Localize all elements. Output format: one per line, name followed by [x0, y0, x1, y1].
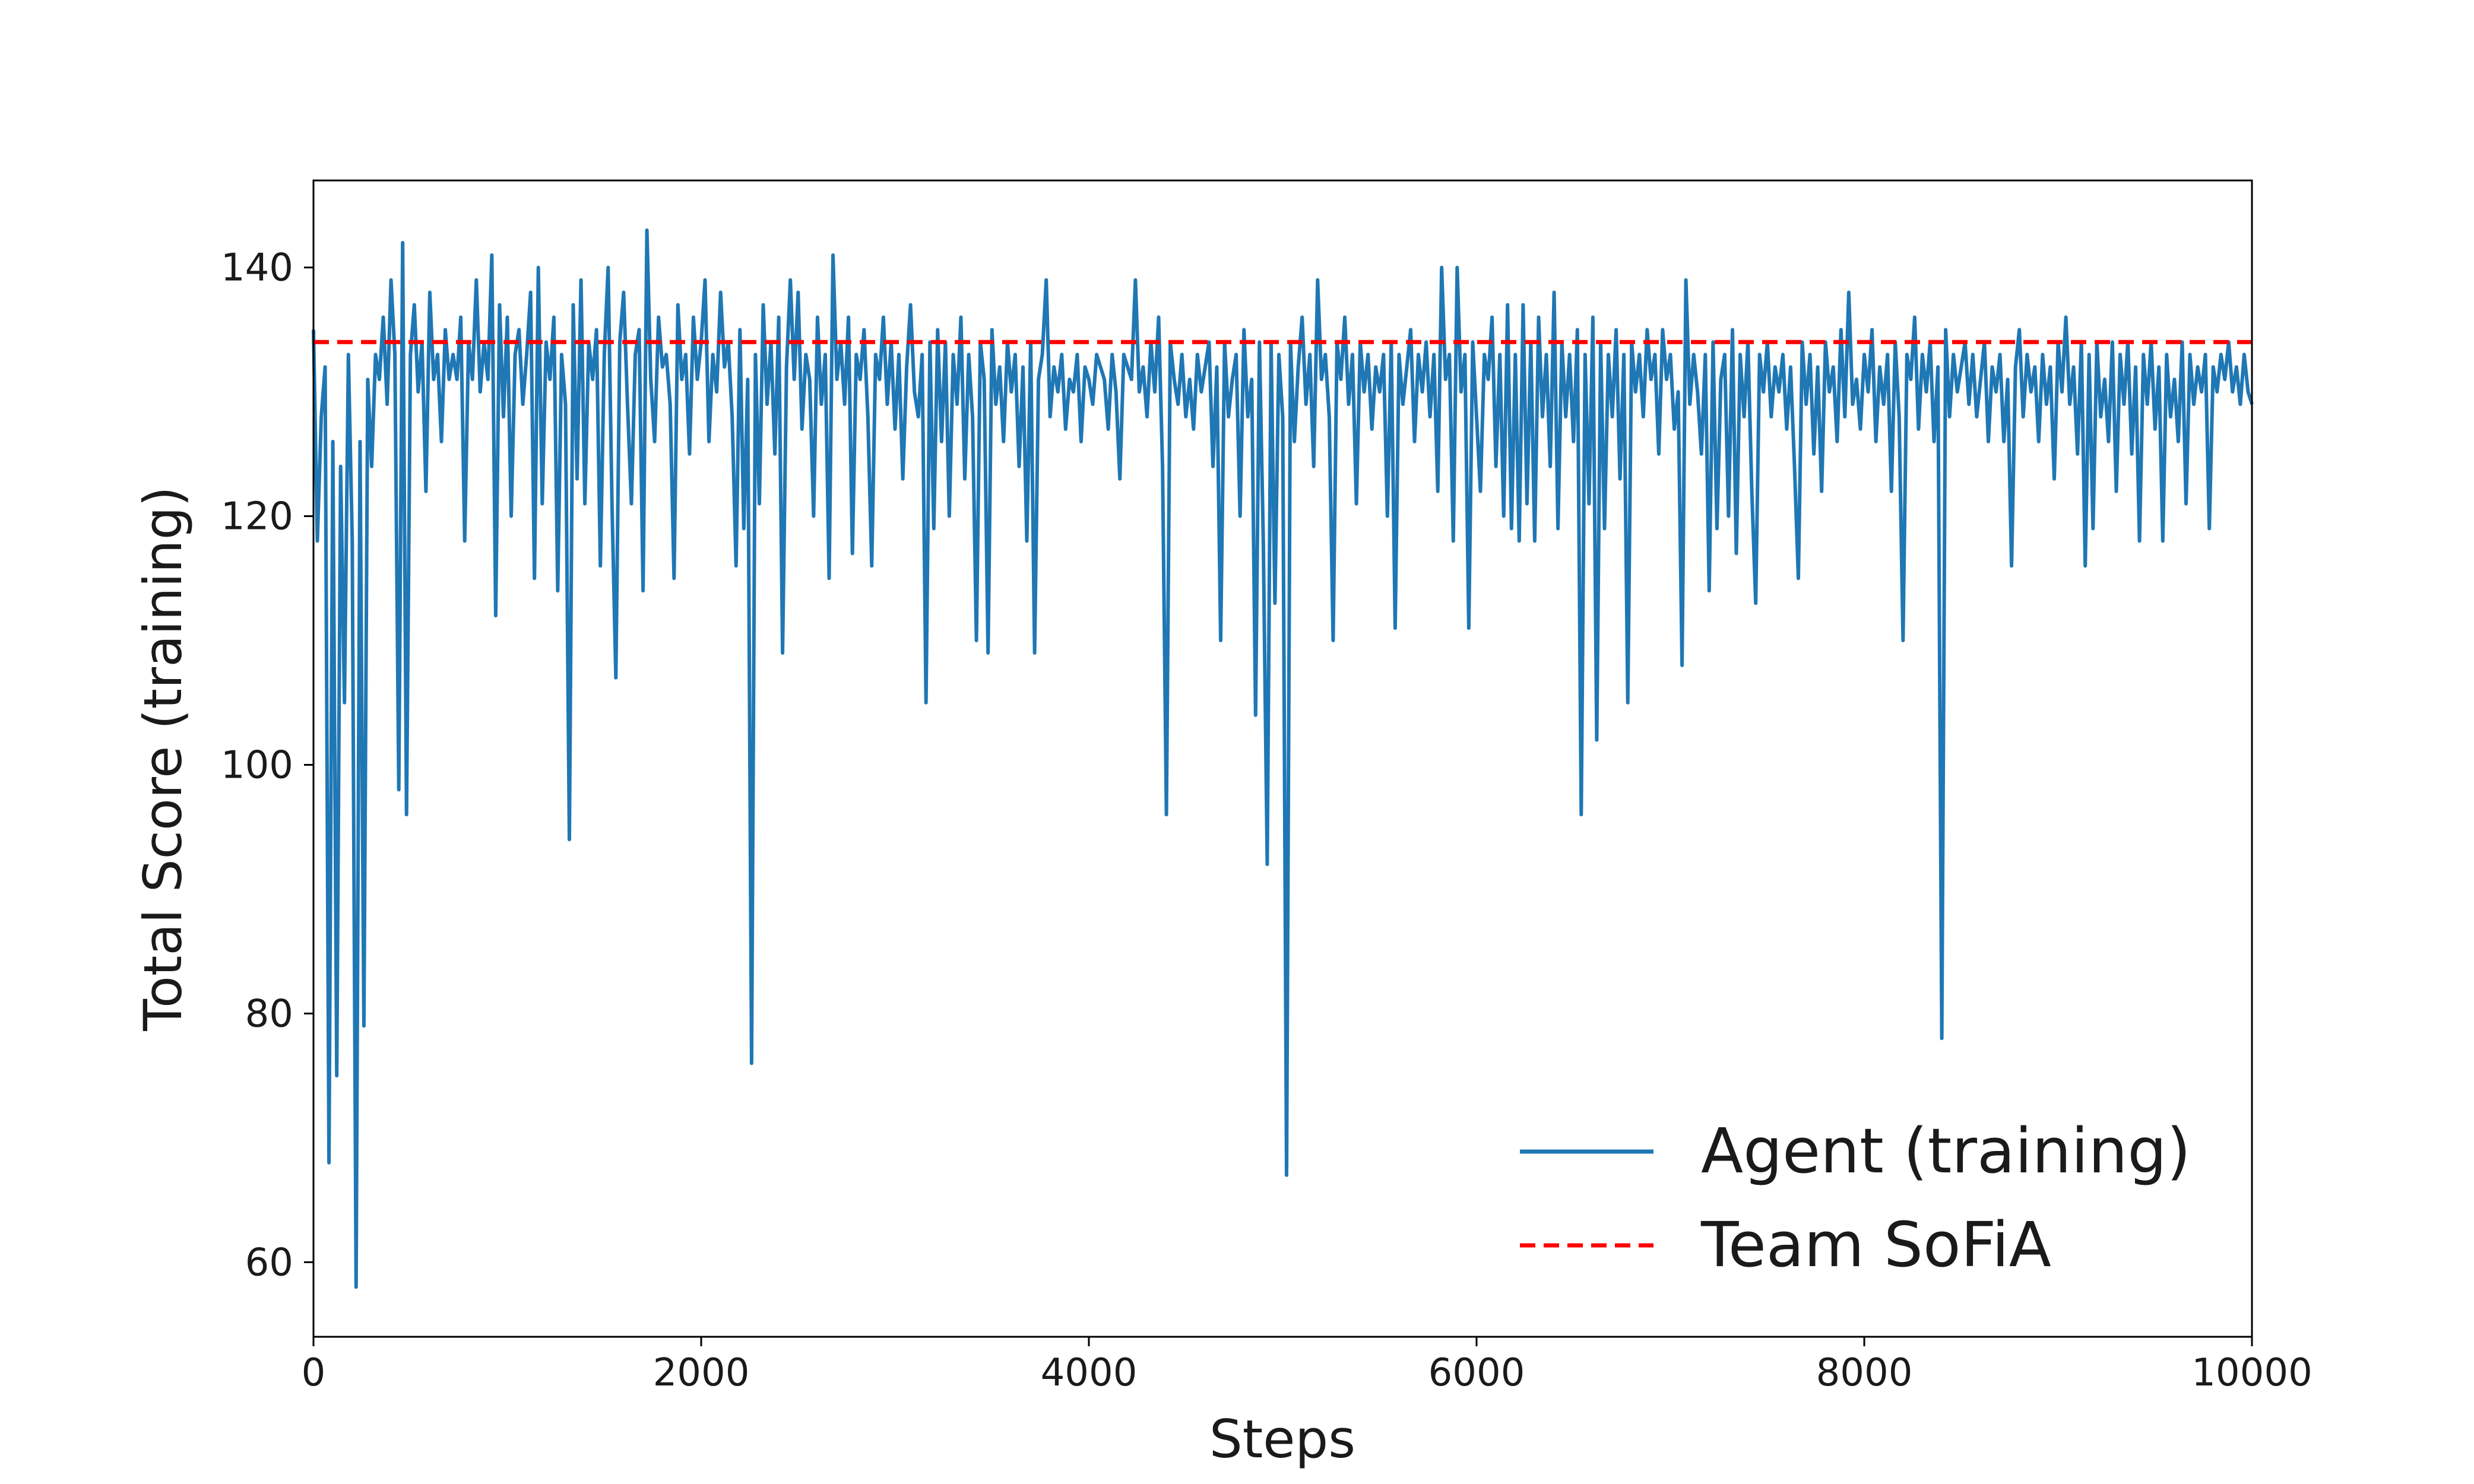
axes-frame	[312, 179, 2253, 1338]
series-line-agent	[312, 228, 2254, 1289]
x-axis: 0 2000 4000 6000 8000 10000	[302, 1337, 2313, 1395]
x-tick-label: 2000	[653, 1351, 750, 1395]
x-tick-label: 10000	[2191, 1351, 2313, 1395]
y-tick-label: 80	[245, 992, 293, 1036]
x-tick-label: 6000	[1428, 1351, 1525, 1395]
legend: Agent (training) Team SoFiA	[1520, 1115, 2191, 1281]
y-tick-label: 120	[221, 495, 293, 539]
x-tick-label: 4000	[1041, 1351, 1138, 1395]
y-tick-label: 140	[221, 246, 293, 290]
x-tick-label: 8000	[1816, 1351, 1913, 1395]
y-axis: 60 80 100 120 140	[221, 246, 313, 1285]
y-tick-label: 100	[221, 743, 293, 787]
legend-label-team-sofia: Team SoFiA	[1700, 1209, 2051, 1281]
x-tick-label: 0	[302, 1351, 326, 1395]
plot-area	[312, 179, 2254, 1338]
x-axis-label: Steps	[1209, 1409, 1355, 1470]
series-layer	[312, 228, 2254, 1289]
y-axis-label: Total Score (training)	[132, 486, 194, 1032]
y-tick-label: 60	[245, 1241, 293, 1285]
legend-label-agent: Agent (training)	[1701, 1115, 2191, 1187]
